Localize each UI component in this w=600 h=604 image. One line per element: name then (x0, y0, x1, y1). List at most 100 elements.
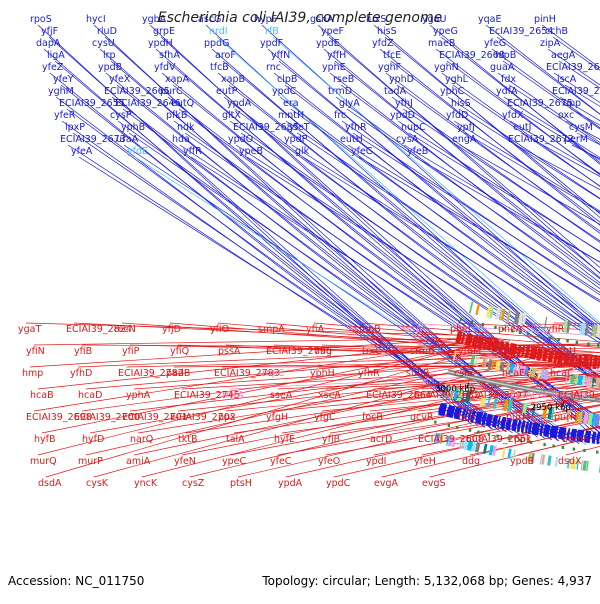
forward-gene-label: yfeY (53, 74, 74, 85)
forward-gene-label: frc (334, 110, 346, 121)
reverse-gene-label: cysK (86, 478, 109, 489)
forward-gene-label: sfhA (159, 50, 180, 61)
reverse-gene-label: yfgC (314, 412, 336, 423)
forward-gene-label: rseB (333, 74, 354, 85)
gc-dot (596, 451, 598, 454)
reverse-gene-label: hmp (22, 368, 43, 379)
forward-gene-label: yffR (183, 146, 202, 157)
reverse-gene-label: yfhM (458, 346, 481, 357)
reverse-gene-label: ssrA (402, 324, 423, 335)
reverse-gene-label: yfhH (554, 346, 576, 357)
forward-gene-label: ypdE (316, 38, 340, 49)
gc-dot (549, 337, 551, 340)
forward-gene-label: yfjF (41, 26, 58, 37)
cog-block (469, 301, 474, 313)
gc-dot (527, 333, 529, 336)
forward-gene-label: ypfJ (457, 122, 475, 133)
forward-gene-label: rfB (265, 26, 279, 37)
gc-dot (566, 339, 568, 342)
gc-dot (576, 341, 578, 344)
reverse-gene-label: bcp (458, 412, 475, 423)
forward-gene-label: cchB (545, 26, 568, 37)
cog-block (595, 377, 600, 387)
gc-dot (471, 320, 473, 323)
reverse-gene-label: ddg (462, 456, 480, 467)
forward-gene-label: ypdH (148, 38, 173, 49)
forward-gene-label: upp (563, 98, 581, 109)
reverse-gene-label: purM (506, 412, 530, 423)
forward-gene-label: yghN (434, 62, 459, 73)
reverse-gene-label: ppx (218, 412, 236, 423)
reverse-gene-label: yfiN (26, 346, 45, 357)
forward-gene-label: fdx (501, 74, 516, 85)
reverse-gene-label: sseA (270, 390, 293, 401)
forward-gene-label: purC (160, 86, 183, 97)
reverse-gene-label: trxC (362, 346, 382, 357)
forward-gene-label: ypdC (272, 86, 297, 97)
reverse-gene-label: yfhL (506, 346, 527, 357)
reverse-gene-label: cysZ (182, 478, 205, 489)
forward-gene-label: yfdX (502, 110, 524, 121)
reverse-gene-label: srmB (410, 346, 434, 357)
reverse-gene-label: ypdI (366, 456, 386, 467)
reverse-gene-label: pheA (498, 324, 523, 335)
reverse-gene-label: xseA (318, 390, 341, 401)
reverse-gene-label: gcvR (410, 412, 434, 423)
forward-gene-label: yghL (445, 74, 469, 85)
forward-gene-label: yffH (327, 50, 346, 61)
gc-dot (587, 343, 589, 346)
reverse-gene-label: rnyA (222, 390, 244, 401)
reverse-gene-label: padB (166, 368, 190, 379)
forward-gene-label: tfcE (383, 50, 401, 61)
forward-gene-label: ECIAI39_2657 (546, 62, 600, 73)
forward-gene-label: yphE (322, 62, 346, 73)
reverse-gene-label: yfeN (174, 456, 196, 467)
forward-gene-label: yfeC (351, 146, 373, 157)
forward-gene-label: pfkB (166, 110, 187, 121)
reverse-gene-label: yfiB (74, 346, 92, 357)
forward-gene-label: yghM (48, 86, 74, 97)
reverse-gene-label: hcaE (502, 368, 525, 379)
forward-gene-label: cysU (92, 38, 115, 49)
forward-gene-label: hda (172, 134, 190, 145)
forward-gene-label: yfeX (109, 74, 131, 85)
forward-gene-label: ligA (47, 50, 65, 61)
forward-gene-label: oxc (558, 110, 574, 121)
reverse-gene-label: ptsH (230, 478, 252, 489)
forward-gene-label: xapA (165, 74, 189, 85)
forward-gene-label: yfdZ (372, 38, 394, 49)
reverse-gene-label: yfeH (414, 456, 436, 467)
forward-gene-label: ppdG (204, 38, 229, 49)
forward-gene-label: hisS (377, 26, 397, 37)
gc-dot (583, 449, 585, 452)
forward-gene-label: xapB (221, 74, 245, 85)
forward-gene-label: gltX (222, 110, 241, 121)
reverse-gene-label: hemF (562, 434, 589, 445)
reverse-gene-label: ECIAI39_2683 (558, 390, 600, 401)
reverse-gene-label: yfjD (162, 324, 181, 335)
reverse-gene-label: hcaD (78, 390, 102, 401)
reverse-gene-label: yncK (134, 478, 158, 489)
forward-gene-label: yfdE (127, 146, 148, 157)
reverse-gene-label: hyfE (274, 434, 295, 445)
reverse-gene-label: dsdX (558, 456, 582, 467)
cog-block (582, 460, 586, 470)
forward-gene-label: ypeG (433, 26, 458, 37)
reverse-gene-label: smpB (354, 324, 381, 335)
reverse-gene-label: evgA (374, 478, 398, 489)
forward-gene-label: yfhJ (395, 98, 413, 109)
gc-dot (597, 344, 599, 347)
reverse-gene-label: tktB (178, 434, 197, 445)
forward-gene-label: glk (295, 146, 310, 157)
forward-gene-label: rluD (97, 26, 117, 37)
forward-gene-label: rnc (266, 62, 281, 73)
reverse-gene-label: hcaC (550, 368, 574, 379)
gc-dot (543, 443, 545, 446)
reverse-gene-label: yfiA (306, 324, 325, 335)
gc-dot (562, 446, 564, 449)
reverse-gene-label: ypdB (510, 456, 534, 467)
reverse-gene-label: focB (362, 412, 383, 423)
